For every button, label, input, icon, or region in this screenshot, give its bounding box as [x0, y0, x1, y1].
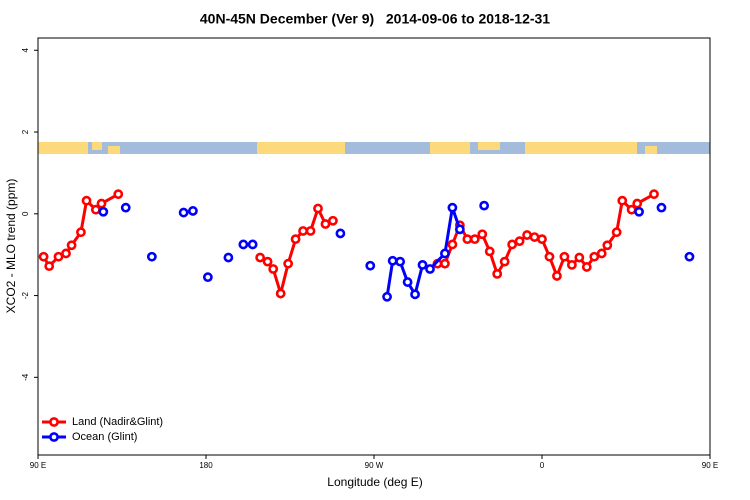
y-axis-label: XCO2 - MLO trend (ppm) — [4, 179, 18, 314]
point — [387, 255, 398, 266]
point — [81, 195, 92, 206]
point — [98, 206, 109, 217]
point — [632, 198, 643, 209]
point — [566, 259, 577, 270]
y-tick-label: -4 — [21, 373, 30, 381]
point — [283, 258, 294, 269]
x-tick-label: 90 E — [30, 461, 46, 470]
legend-marker — [49, 432, 59, 442]
legend-label: Land (Nadir&Glint) — [72, 416, 163, 428]
point — [290, 234, 301, 245]
point — [146, 251, 157, 262]
point — [684, 251, 695, 262]
point — [574, 252, 585, 263]
point — [447, 239, 458, 250]
point — [178, 207, 189, 218]
chart-title: 40N-45N December (Ver 9) 2014-09-06 to 2… — [200, 11, 550, 27]
point — [202, 272, 213, 283]
point — [484, 246, 495, 257]
point — [507, 239, 518, 250]
point — [440, 258, 450, 269]
point — [649, 189, 659, 200]
series-line — [184, 208, 690, 297]
x-tick-label: 180 — [199, 461, 213, 470]
point — [44, 261, 55, 272]
point — [479, 200, 490, 211]
legend-marker — [49, 417, 59, 427]
point — [581, 262, 592, 272]
y-tick-label: 2 — [21, 129, 30, 134]
point — [255, 252, 266, 263]
series-line — [42, 192, 655, 300]
point — [469, 234, 480, 245]
point — [477, 229, 488, 240]
point — [66, 240, 77, 251]
point — [544, 251, 555, 262]
point — [440, 248, 450, 259]
point — [462, 234, 473, 245]
point — [552, 271, 562, 281]
point — [634, 206, 644, 217]
x-axis-label: Longitude (deg E) — [327, 475, 422, 489]
point — [402, 277, 413, 287]
y-tick-label: -2 — [21, 291, 30, 299]
point — [617, 195, 628, 206]
point — [522, 230, 532, 240]
point — [113, 189, 124, 200]
x-tick-label: 0 — [540, 461, 545, 470]
point — [53, 251, 64, 262]
point — [596, 248, 607, 259]
y-tick-label: 4 — [21, 47, 30, 52]
point — [454, 224, 465, 235]
point — [188, 206, 198, 216]
point — [335, 228, 346, 239]
point — [514, 236, 525, 247]
point — [61, 248, 71, 259]
point — [602, 240, 613, 251]
point — [313, 203, 323, 214]
point — [611, 227, 622, 238]
point — [262, 256, 273, 267]
point — [298, 226, 308, 236]
point — [365, 260, 376, 271]
point — [589, 251, 600, 262]
point — [447, 202, 458, 213]
point — [38, 251, 49, 262]
point — [76, 227, 86, 238]
point — [96, 198, 107, 209]
point — [529, 232, 540, 242]
surface-strip — [38, 142, 710, 154]
point — [559, 251, 570, 262]
point — [305, 226, 316, 236]
point — [382, 291, 392, 302]
legend-label: Ocean (Glint) — [72, 431, 137, 443]
point — [410, 289, 420, 300]
point — [417, 259, 428, 270]
point — [499, 256, 510, 267]
point — [120, 202, 131, 213]
x-tick-label: 90 W — [365, 461, 384, 470]
y-tick-label: 0 — [21, 211, 30, 216]
point — [425, 264, 435, 274]
point — [656, 202, 667, 213]
point — [492, 268, 503, 279]
point — [328, 215, 338, 226]
point — [223, 252, 234, 263]
point — [537, 234, 547, 245]
point — [247, 239, 258, 250]
x-tick-label: 90 E — [702, 461, 718, 470]
point — [238, 239, 249, 250]
point — [275, 288, 286, 299]
point — [268, 264, 279, 274]
point — [395, 256, 406, 267]
point — [320, 219, 331, 229]
